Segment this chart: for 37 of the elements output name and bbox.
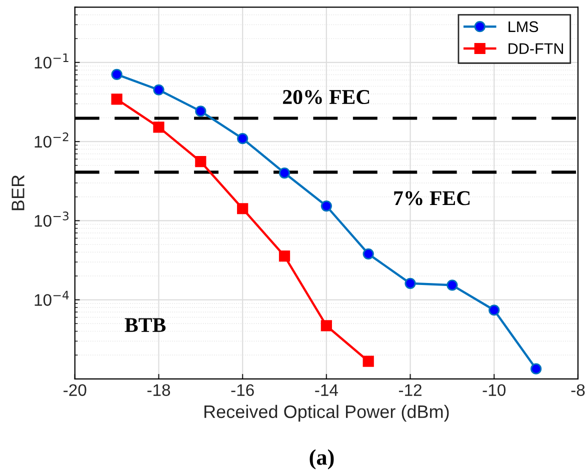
x-axis-title: Received Optical Power (dBm) (204, 404, 449, 422)
x-tick-label: -8 (571, 384, 585, 396)
x-tick-label: -16 (231, 384, 254, 396)
y-tick-label: 10$^{−4}$ (34, 290, 69, 306)
y-tick-label: 10$^{−1}$ (34, 53, 68, 69)
point (111, 68, 122, 80)
point (153, 122, 164, 133)
point (237, 203, 248, 214)
x-tick-label: -18 (147, 384, 170, 396)
y-axis-title: BER (12, 175, 24, 210)
ref-line-label: 20% FEC (283, 90, 370, 104)
legend-label: DD-FTN (508, 43, 563, 54)
point (278, 250, 290, 262)
x-tick-label: -12 (398, 384, 422, 396)
point (320, 320, 332, 332)
point (237, 133, 248, 144)
legend-label: LMS (508, 21, 538, 32)
point (278, 167, 290, 179)
y-tick-label: 10$^{−3}$ (34, 212, 68, 227)
point (362, 356, 374, 367)
y-tick-label: 10$^{−2}$ (34, 132, 68, 148)
x-tick-label: -10 (482, 384, 506, 396)
point (195, 156, 206, 168)
point (195, 106, 206, 117)
ref-line-label: 7% FEC (394, 191, 470, 206)
text: (a) (310, 449, 334, 470)
point (153, 84, 164, 96)
point (446, 280, 458, 291)
annotation: BTB (124, 318, 166, 332)
point (111, 94, 122, 105)
x-tick-label: -14 (315, 384, 338, 396)
point (404, 278, 416, 289)
point (488, 304, 500, 316)
point (530, 363, 542, 374)
x-tick-label: -20 (64, 384, 86, 396)
point (362, 248, 374, 260)
point (320, 200, 332, 212)
